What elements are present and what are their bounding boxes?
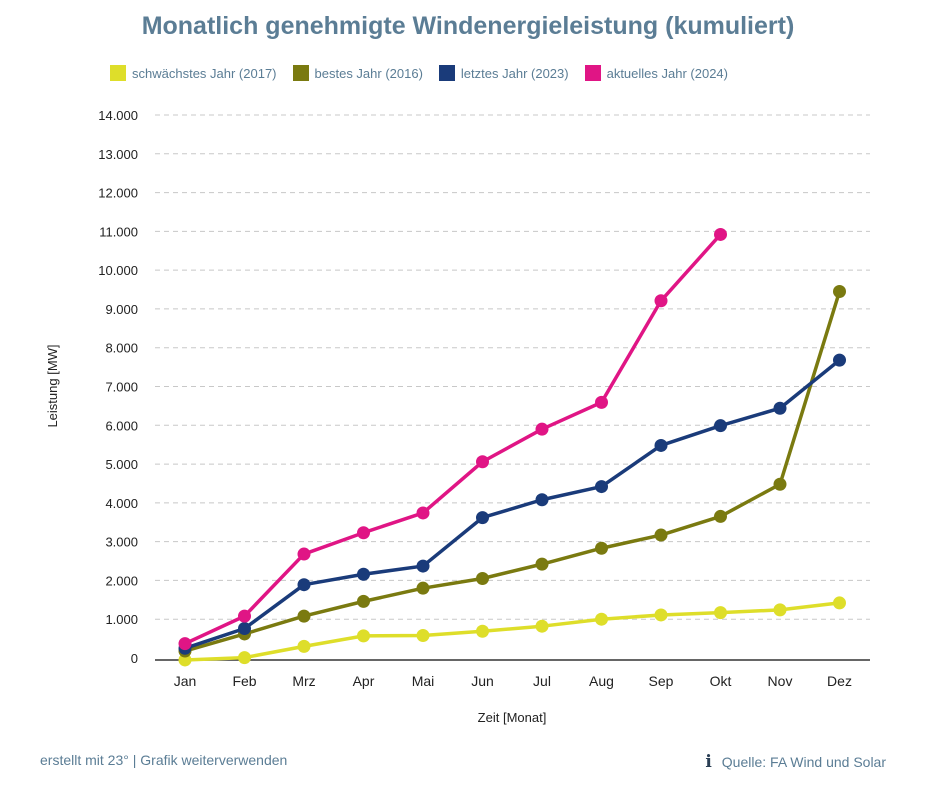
data-point — [535, 422, 549, 436]
data-point — [476, 511, 489, 525]
series-line-2 — [183, 358, 842, 651]
data-point — [714, 419, 727, 433]
x-tick-label: Sep — [649, 673, 674, 689]
info-icon[interactable]: i — [705, 752, 712, 772]
y-tick-label: 12.000 — [98, 186, 138, 201]
y-tick-label: 2.000 — [105, 573, 138, 588]
series-line-3 — [183, 232, 723, 646]
data-point — [535, 557, 549, 571]
data-point — [535, 493, 549, 507]
y-tick-label: 11.000 — [99, 224, 138, 239]
data-point — [476, 624, 489, 638]
legend-label-2024: aktuelles Jahr (2024) — [606, 65, 728, 81]
data-point — [238, 651, 251, 665]
x-tick-label: Mai — [412, 673, 435, 689]
data-point — [535, 619, 549, 633]
data-point — [773, 477, 787, 491]
data-point — [595, 395, 608, 409]
y-tick-label: 0 — [131, 651, 138, 666]
data-point — [476, 571, 489, 585]
y-tick-label: 6.000 — [105, 418, 138, 433]
data-point — [714, 509, 727, 523]
data-point — [297, 639, 311, 653]
y-tick-label: 8.000 — [105, 341, 138, 356]
legend-item-2016[interactable]: bestes Jahr (2016) — [292, 65, 423, 81]
data-point — [654, 608, 668, 622]
data-point — [357, 594, 370, 608]
x-tick-label: Mrz — [292, 673, 315, 689]
y-tick-label: 10.000 — [98, 263, 138, 278]
data-point — [357, 567, 370, 581]
data-point — [416, 629, 430, 643]
chart-title: Monatlich genehmigte Windenergieleistung… — [141, 12, 795, 40]
x-axis-label: Zeit [Monat] — [478, 710, 547, 725]
legend-item-2017[interactable]: schwächstes Jahr (2017) — [110, 65, 277, 81]
data-point — [416, 581, 430, 595]
legend-swatch-2017 — [110, 65, 126, 81]
data-point — [238, 609, 251, 623]
data-point — [773, 401, 787, 415]
legend-label-2023: letztes Jahr (2023) — [460, 65, 569, 81]
y-tick-label: 5.000 — [105, 457, 138, 472]
data-point — [714, 227, 727, 241]
legend-item-2023[interactable]: letztes Jahr (2023) — [438, 65, 569, 81]
data-point — [833, 353, 846, 367]
y-tick-label: 3.000 — [105, 535, 138, 550]
chart-legend: schwächstes Jahr (2017) bestes Jahr (201… — [110, 62, 870, 84]
x-tick-label: Jul — [533, 673, 551, 689]
legend-swatch-2023 — [438, 65, 455, 81]
data-point — [595, 480, 608, 494]
data-point — [714, 606, 727, 620]
y-tick-label: 4.000 — [105, 496, 138, 511]
legend-swatch-2016 — [292, 65, 309, 81]
x-tick-label: Aug — [589, 673, 614, 689]
x-tick-label: Dez — [827, 673, 852, 689]
legend-label-2016: bestes Jahr (2016) — [314, 65, 423, 81]
y-tick-label: 9.000 — [105, 302, 138, 317]
data-point — [595, 541, 608, 555]
x-tick-label: Apr — [353, 673, 375, 689]
data-point — [595, 612, 608, 626]
data-point — [178, 653, 192, 667]
series-line-1 — [183, 289, 842, 653]
data-point — [297, 578, 311, 592]
source-text: Quelle: FA Wind und Solar — [721, 754, 886, 770]
data-point — [654, 294, 668, 308]
footer-credit[interactable]: erstellt mit 23° | Grafik weiterverwende… — [40, 752, 288, 768]
data-point — [178, 637, 192, 651]
data-point — [476, 455, 489, 469]
data-point — [654, 438, 668, 452]
data-point — [238, 622, 251, 636]
data-point — [357, 526, 370, 540]
x-tick-label: Nov — [768, 673, 793, 689]
footer-source: i Quelle: FA Wind und Solar — [705, 752, 886, 772]
x-tick-label: Jan — [174, 673, 197, 689]
y-tick-label: 7.000 — [105, 380, 138, 395]
y-tick-label: 13.000 — [98, 147, 138, 162]
data-point — [833, 284, 846, 298]
data-point — [297, 547, 311, 561]
legend-swatch-2024 — [584, 65, 601, 81]
data-point — [773, 603, 787, 617]
series-line-0 — [183, 601, 842, 662]
x-tick-label: Feb — [232, 673, 256, 689]
data-point — [833, 596, 846, 610]
y-tick-label: 14.000 — [98, 108, 138, 123]
legend-label-2017: schwächstes Jahr (2017) — [132, 65, 277, 81]
x-tick-label: Jun — [471, 673, 494, 689]
y-tick-label: 1.000 — [105, 612, 138, 627]
data-point — [416, 506, 430, 520]
y-axis-label: Leistung [MW] — [45, 344, 60, 427]
data-point — [297, 609, 311, 623]
data-point — [357, 629, 370, 643]
data-point — [416, 559, 430, 573]
legend-item-2024[interactable]: aktuelles Jahr (2024) — [584, 65, 728, 81]
data-point — [654, 528, 668, 542]
x-tick-label: Okt — [710, 673, 732, 689]
